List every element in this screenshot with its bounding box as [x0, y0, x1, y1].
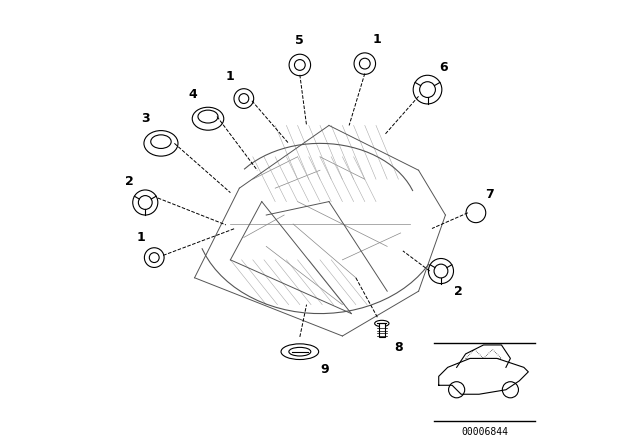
Text: 5: 5: [296, 34, 304, 47]
Text: 3: 3: [141, 112, 150, 125]
Text: 1: 1: [136, 231, 145, 244]
Text: 6: 6: [439, 60, 447, 74]
Text: 1: 1: [226, 69, 235, 83]
Text: 8: 8: [394, 340, 403, 354]
Ellipse shape: [374, 320, 389, 327]
Text: 7: 7: [485, 188, 493, 202]
Text: 1: 1: [373, 33, 381, 46]
Text: 9: 9: [320, 363, 329, 376]
Circle shape: [466, 203, 486, 223]
Bar: [379, 323, 385, 337]
Text: 4: 4: [188, 87, 196, 101]
Text: 2: 2: [454, 284, 462, 298]
Text: 00006844: 00006844: [461, 427, 508, 437]
Text: 2: 2: [125, 175, 134, 188]
Ellipse shape: [281, 344, 319, 359]
